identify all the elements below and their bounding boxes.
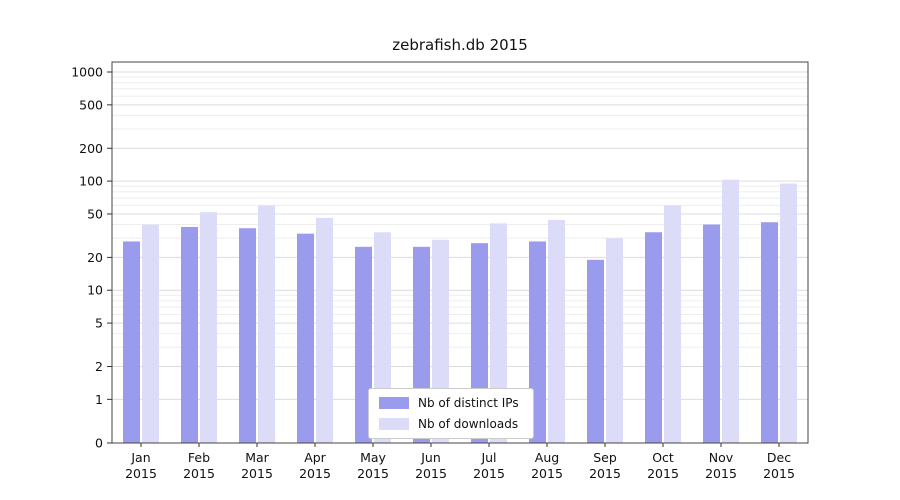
bar-downloads-oct [664,205,681,443]
y-tick-label: 500 [79,97,103,112]
legend-item-distinct-ips: Nb of distinct IPs [379,396,519,410]
y-tick-label: 1 [95,392,103,407]
y-tick-label: 1000 [71,65,103,80]
x-tick-label: Feb 2015 [183,450,215,481]
bar-downloads-jan [142,224,159,443]
x-tick-label: Dec 2015 [763,450,795,481]
y-tick-label: 50 [87,206,103,221]
bar-downloads-nov [722,179,739,444]
bar-distinct-ips-sep [587,259,604,443]
x-tick-label: Jun 2015 [415,450,447,481]
legend-label-downloads: Nb of downloads [418,417,519,431]
legend-swatch-downloads [379,418,409,430]
bar-distinct-ips-oct [645,232,662,443]
y-tick-label: 5 [95,316,103,331]
y-tick-label: 2 [95,359,103,374]
bar-distinct-ips-jan [123,241,140,443]
axis-frame [111,61,809,444]
bar-downloads-mar [258,205,275,443]
bar-downloads-feb [200,212,217,443]
x-tick-label: Apr 2015 [299,450,331,481]
bar-distinct-ips-dec [761,222,778,443]
legend-item-downloads: Nb of downloads [379,417,519,431]
bar-downloads-aug [548,220,565,443]
bar-distinct-ips-apr [297,233,314,443]
x-tick-label: Mar 2015 [241,450,273,481]
bar-distinct-ips-mar [239,228,256,443]
x-tick-label: Nov 2015 [705,450,737,481]
bar-downloads-dec [780,183,797,443]
x-tick-label: Jan 2015 [125,450,157,481]
x-tick-label: Aug 2015 [531,450,563,481]
x-tick-label: May 2015 [357,450,389,481]
bar-downloads-apr [316,217,333,443]
x-tick-label: Oct 2015 [647,450,679,481]
legend: Nb of distinct IPs Nb of downloads [368,388,534,439]
bar-distinct-ips-feb [181,226,198,443]
y-tick-label: 20 [87,250,103,265]
x-tick-label: Sep 2015 [589,450,621,481]
y-tick-label: 200 [79,141,103,156]
y-tick-label: 10 [87,283,103,298]
legend-swatch-distinct-ips [379,397,409,409]
y-tick-label: 100 [79,174,103,189]
x-tick-label: Jul 2015 [473,450,505,481]
bar-distinct-ips-nov [703,224,720,443]
bar-downloads-sep [606,238,623,443]
legend-label-distinct-ips: Nb of distinct IPs [418,396,519,410]
bar-distinct-ips-may [355,246,372,443]
y-tick-label: 0 [95,436,103,451]
chart-title: zebrafish.db 2015 [392,36,528,54]
